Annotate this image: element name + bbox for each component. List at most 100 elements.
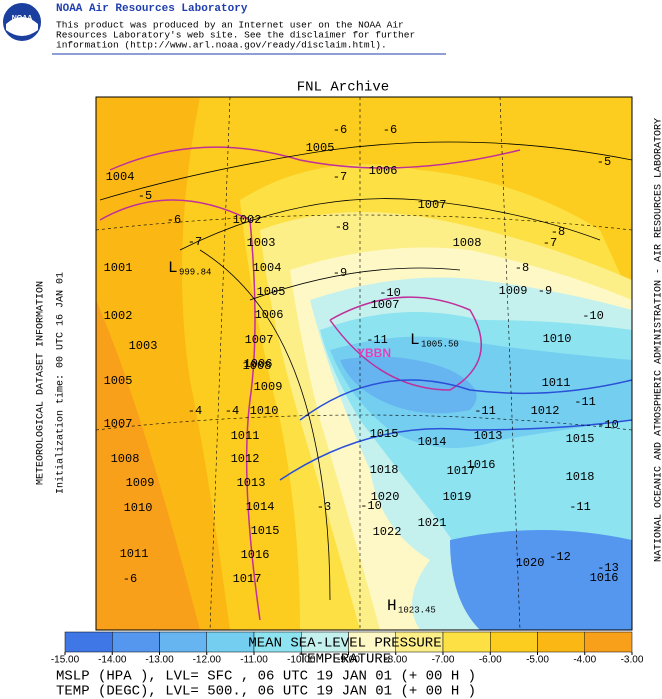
pressure-label: 1020 xyxy=(371,490,400,504)
pressure-label: 1013 xyxy=(237,476,266,490)
pressure-label: 1012 xyxy=(531,404,560,418)
center-symbol: L xyxy=(168,259,178,277)
temperature-label: -11 xyxy=(366,333,388,347)
colorbar-swatch xyxy=(206,631,255,653)
pressure-label: 1017 xyxy=(447,464,476,478)
temperature-label: -10 xyxy=(582,309,604,323)
colorbar-tick-label: -6.00 xyxy=(479,655,502,666)
pressure-label: 1011 xyxy=(231,429,260,443)
colorbar-swatch xyxy=(537,631,585,653)
temperature-label: -6 xyxy=(333,123,347,137)
pressure-label: 1019 xyxy=(443,490,472,504)
colorbar-tick-label: -9.00 xyxy=(337,655,360,666)
pressure-label: 1009 xyxy=(254,380,283,394)
pressure-label: 1022 xyxy=(373,525,402,539)
pressure-label: 1005 xyxy=(306,141,335,155)
temperature-label: -4 xyxy=(188,404,202,418)
pressure-label: 1009 xyxy=(126,476,155,490)
disclaimer-line: This product was produced by an Internet… xyxy=(56,20,404,31)
colorbar-swatch xyxy=(64,631,113,653)
pressure-label: 1016 xyxy=(241,548,270,562)
colorbar-tick-label: -11.00 xyxy=(240,655,268,666)
colorbar: -15.00 -14.00 -13.00 -12.00 -11.00 -10.00 -9.0… xyxy=(51,631,644,666)
center-symbol: H xyxy=(387,597,397,615)
colorbar-tick-label: -4.00 xyxy=(573,655,596,666)
temperature-label: -11 xyxy=(569,500,591,514)
pressure-label: 1008 xyxy=(453,236,482,250)
temperature-label: -4 xyxy=(225,404,239,418)
colorbar-tick-label: -7.00 xyxy=(432,655,455,666)
pressure-label: 1016 xyxy=(467,458,496,472)
left-label: Initialization time: 00 UTC 16 JAN 01 xyxy=(55,272,67,494)
field-region xyxy=(450,530,632,630)
pressure-label: 1021 xyxy=(418,516,447,530)
pressure-contours xyxy=(279,379,632,481)
pressure-label: 1008 xyxy=(243,359,272,373)
pressure-label: 1004 xyxy=(253,261,282,275)
colorbar-swatch xyxy=(584,631,633,653)
colorbar-tick-label: -14.00 xyxy=(98,655,127,666)
temperature-label: -3 xyxy=(317,500,331,514)
footer-title: TEMPERATURE xyxy=(299,652,391,668)
pressure-label: 1015 xyxy=(251,524,280,538)
right-label: NATIONAL OCEANIC AND ATMOSPHERIC ADMINIS… xyxy=(654,118,662,562)
temperature-label: -6 xyxy=(167,213,181,227)
colorbar-swatch xyxy=(112,631,160,653)
pressure-label: 1007 xyxy=(245,333,274,347)
center-symbol: L xyxy=(410,331,420,349)
logo-text: NOAA xyxy=(12,15,33,22)
disclaimer-line: Resources Laboratory's web site. See the… xyxy=(56,30,415,41)
station-label: YBBN xyxy=(357,346,391,360)
footer-line: TEMP (DEGC), LVL= 500., 06 UTC 19 JAN 01… xyxy=(56,684,476,699)
pressure-label: 1011 xyxy=(542,376,571,390)
pressure-label: 1020 xyxy=(516,556,545,570)
map-frame xyxy=(95,96,633,631)
colorbar-swatch xyxy=(159,631,207,653)
temperature-label: -6 xyxy=(383,123,397,137)
map: 1004 1001 1002 1003 1005 1007 1008 1009 1010 1011… xyxy=(95,96,633,631)
map-title: FNL Archive xyxy=(297,80,389,96)
left-label: METEOROLOGICAL DATASET INFORMATION xyxy=(36,281,47,485)
footer-line: MSLP (HPA ), LVL= SFC , 06 UTC 19 JAN 01… xyxy=(56,669,476,685)
pressure-label: 1014 xyxy=(418,435,447,449)
pressure-label: 1008 xyxy=(111,452,140,466)
pressure-label: 1011 xyxy=(120,547,149,561)
pressure-label: 1006 xyxy=(369,164,398,178)
temperature-label: -7 xyxy=(333,170,347,184)
temperature-label: -9 xyxy=(538,284,552,298)
pressure-label: 1003 xyxy=(129,339,158,353)
pressure-label: 1005 xyxy=(104,374,133,388)
colorbar-tick-label: -8.00 xyxy=(384,655,407,666)
pressure-label: 1002 xyxy=(104,309,133,323)
pressure-label: 1018 xyxy=(566,470,595,484)
pressure-label: 1006 xyxy=(244,357,273,371)
temperature-label: -13 xyxy=(597,561,619,575)
header-title[interactable]: NOAA Air Resources Laboratory xyxy=(56,3,248,15)
pressure-label: 1007 xyxy=(371,298,400,312)
pressure-label: 1018 xyxy=(370,463,399,477)
colorbar-tick-label: -12.00 xyxy=(193,655,222,666)
pressure-label: 1003 xyxy=(247,236,276,250)
colorbar-swatch xyxy=(490,631,538,653)
field-region xyxy=(96,300,200,630)
pressure-label: 1005 xyxy=(257,285,286,299)
pressure-label: 1009 xyxy=(499,284,528,298)
colorbar-swatch xyxy=(442,631,491,653)
pressure-label: 1007 xyxy=(104,417,133,431)
pressure-label: 1013 xyxy=(474,429,503,443)
colorbar-tick-label: -10.00 xyxy=(287,655,316,666)
temperature-label: -9 xyxy=(333,266,347,280)
center-value: 999.84 xyxy=(179,267,211,277)
pressure-contours xyxy=(99,146,521,621)
pressure-label: 1014 xyxy=(246,500,275,514)
colorbar-tick-label: -15.00 xyxy=(51,655,80,666)
pressure-label: 1002 xyxy=(233,213,262,227)
pressure-label: 1012 xyxy=(231,452,260,466)
temperature-label: -10 xyxy=(379,286,401,300)
pressure-label: 1015 xyxy=(566,432,595,446)
center-value: 1005.50 xyxy=(421,339,459,349)
temperature-label: -10 xyxy=(597,418,619,432)
temperature-label: -8 xyxy=(551,225,565,239)
temperature-label: -10 xyxy=(360,499,382,513)
pressure-label: 1001 xyxy=(104,261,133,275)
